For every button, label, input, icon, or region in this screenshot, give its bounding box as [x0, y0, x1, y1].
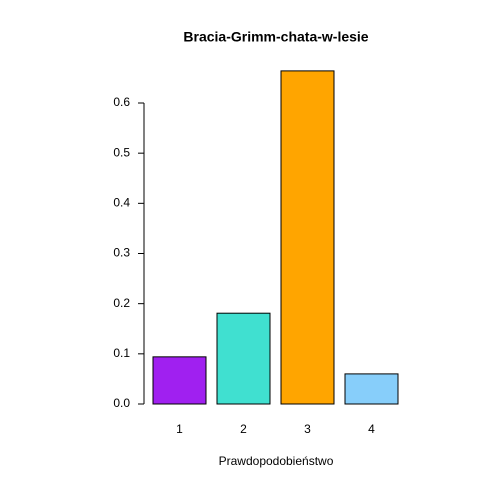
- y-tick-label: 0.5: [113, 145, 130, 159]
- x-axis-label: Prawdopodobieństwo: [219, 454, 334, 468]
- chart-title: Bracia-Grimm-chata-w-lesie: [183, 29, 368, 45]
- bar: [152, 356, 207, 405]
- y-tick-label: 0.2: [113, 296, 130, 310]
- y-tick-label: 0.6: [113, 95, 130, 109]
- x-tick-label: 4: [368, 422, 375, 436]
- y-tick-label: 0.3: [113, 246, 130, 260]
- bar: [344, 373, 399, 405]
- x-tick-label: 2: [240, 422, 247, 436]
- y-tick-label: 0.0: [113, 396, 130, 410]
- bar: [216, 312, 271, 405]
- y-tick-label: 0.4: [113, 196, 130, 210]
- x-tick-label: 1: [176, 422, 183, 436]
- x-tick-label: 3: [304, 422, 311, 436]
- bar: [280, 70, 335, 405]
- y-tick-label: 0.1: [113, 346, 130, 360]
